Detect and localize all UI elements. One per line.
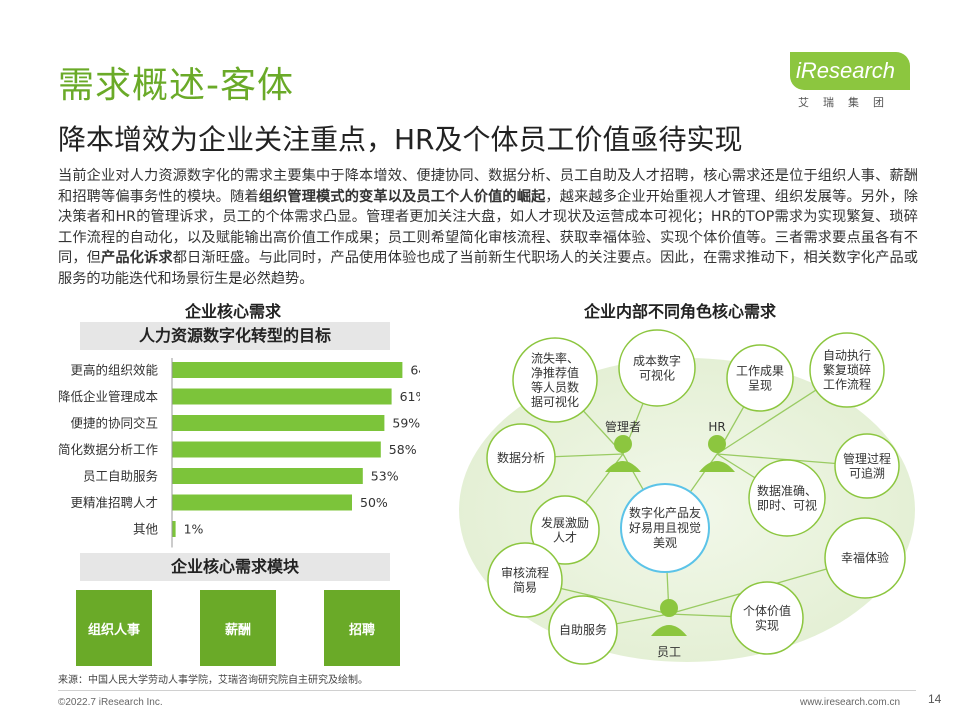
- manager-icon: [605, 435, 641, 472]
- bubble-label-auto-exec: 自动执行繁复琐碎工作流程: [823, 349, 871, 392]
- need-bubble: [824, 517, 906, 599]
- bar: [172, 494, 352, 511]
- center-text: 数字化产品友好易用且视觉美观: [628, 506, 701, 550]
- need-bubble: [512, 337, 598, 423]
- page-number: 14: [928, 692, 942, 706]
- role-hr: HR: [708, 420, 725, 434]
- logo-leaf-shape: [790, 52, 910, 90]
- iresearch-logo: iResearch 艾瑞集团: [790, 52, 910, 112]
- need-bubble: [730, 581, 804, 655]
- intro-bold-2: 产品化诉求: [101, 250, 173, 266]
- source-note: 来源：中国人民大学劳动人事学院，艾瑞咨询研究院自主研究及绘制。: [58, 675, 368, 686]
- copyright: ©2022.7 iResearch Inc.: [58, 697, 163, 708]
- need-bubble: [834, 433, 900, 499]
- role-manager: 管理者: [605, 419, 641, 434]
- bubble-label-process-trace: 管理过程可追溯: [843, 451, 891, 481]
- bar-value-label: 64%: [410, 363, 420, 378]
- bubble-label-loss-rate: 流失率、净推荐值等人员数据可视化: [531, 350, 579, 409]
- bar: [172, 521, 176, 537]
- bar-value-label: 1%: [184, 522, 204, 537]
- module-payroll: 薪酬: [200, 590, 276, 666]
- bubble-label-work-result: 工作成果呈现: [736, 364, 784, 393]
- role-diagram: 数字化产品友好易用且视觉美观 流失率、净推荐值等人员数据可视化 成本数字可视化 工作…: [459, 329, 915, 665]
- need-bubble: [486, 423, 556, 493]
- bubble-label-personal-value: 个体价值实现: [743, 603, 791, 633]
- module-recruitment: 招聘: [324, 590, 400, 666]
- module-org-hr: 组织人事: [76, 590, 152, 666]
- bar-category-label: 简化数据分析工作: [58, 442, 159, 457]
- bubble-label-self-service: 自助服务: [559, 622, 607, 637]
- bubble-label-incentive: 发展激励人才: [541, 515, 589, 545]
- bubble-label-approval: 审核流程简易: [501, 565, 549, 595]
- need-bubble: [548, 595, 618, 665]
- chart-banner: 人力资源数字化转型的目标: [80, 322, 390, 350]
- intro-bold-1: 组织管理模式的变革以及员工个人价值的崛起: [258, 188, 546, 205]
- modules-banner: 企业核心需求模块: [80, 553, 390, 581]
- bar-category-label: 更高的组织效能: [70, 363, 158, 378]
- center-circle: [620, 483, 710, 573]
- intro-text-2: ，越来越多企业开始重视人才管理、组织发展等。另外，除决策者和HR的管理诉求，员工…: [58, 188, 918, 267]
- bubble-label-data-analysis: 数据分析: [497, 450, 545, 465]
- bar: [172, 468, 363, 484]
- page-title: 需求概述-客体: [58, 65, 294, 106]
- right-section-title: 企业内部不同角色核心需求: [583, 302, 776, 321]
- need-bubble: [748, 459, 826, 537]
- bubble-label-cost-viz: 成本数字可视化: [633, 353, 681, 383]
- need-bubble: [487, 542, 563, 618]
- page-subtitle: 降本增效为企业关注重点，HR及个体员工价值亟待实现: [58, 123, 743, 156]
- bubble-label-data-accuracy: 数据准确、即时、可视: [757, 483, 817, 513]
- logo-text: iResearch: [796, 58, 896, 83]
- bar-value-label: 58%: [389, 442, 417, 457]
- bar-value-label: 59%: [392, 416, 420, 431]
- need-bubble: [618, 329, 696, 407]
- bar: [172, 441, 381, 458]
- bar: [172, 388, 392, 405]
- bubble-label-happiness: 幸福体验: [841, 550, 889, 565]
- bar-value-label: 53%: [371, 469, 399, 484]
- need-bubble: [530, 495, 600, 565]
- employee-icon: [651, 599, 687, 636]
- hr-icon: [699, 435, 735, 472]
- bar: [172, 362, 403, 378]
- website: www.iresearch.com.cn: [800, 697, 901, 708]
- left-section-title: 企业核心需求: [184, 302, 281, 321]
- footer-divider: [58, 690, 916, 691]
- bar-value-label: 61%: [400, 389, 420, 404]
- logo-subtext: 艾瑞集团: [798, 96, 898, 109]
- need-bubble: [809, 332, 885, 408]
- need-bubble: [726, 344, 794, 412]
- bar-category-label: 便捷的协同交互: [70, 416, 158, 431]
- role-employee: 员工: [657, 645, 681, 659]
- bar-category-label: 其他: [133, 522, 159, 537]
- bar-category-label: 降低企业管理成本: [58, 389, 159, 404]
- bar-chart: 更高的组织效能 64% 降低企业管理成本 61% 便捷的协同交互 59% 简化数据分析工作 5…: [58, 358, 420, 548]
- bar: [172, 415, 385, 431]
- intro-text-1: 当前企业对人力资源数字化的需求主要集中于降本增效、便捷协同、数据分析、员工自助及…: [58, 168, 918, 205]
- bar-category-label: 更精准招聘人才: [70, 495, 158, 510]
- bar-category-label: 员工自助服务: [83, 469, 158, 484]
- intro-text-3: 都日渐旺盛。与此同时，产品使用体验也成了当前新生代职场人的关注要点。因此，在需求…: [58, 250, 918, 287]
- intro-paragraph: 当前企业对人力资源数字化的需求主要集中于降本增效、便捷协同、数据分析、员工自助及…: [58, 166, 918, 289]
- bar-value-label: 50%: [360, 495, 388, 510]
